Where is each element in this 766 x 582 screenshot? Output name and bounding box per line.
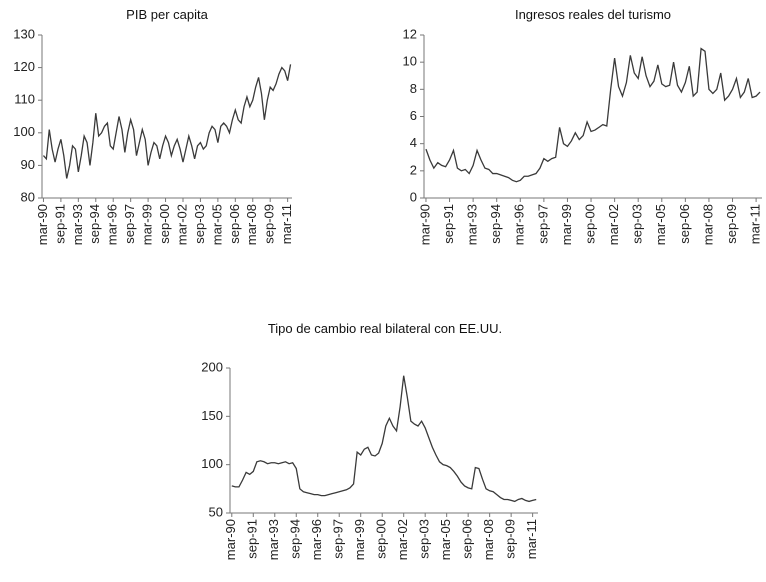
data-line — [425, 47, 761, 183]
x-tick-label: mar-93 — [266, 519, 281, 560]
x-tick-label: sep-91 — [245, 519, 260, 559]
x-tick-label: mar-96 — [512, 204, 527, 245]
x-tick-label: sep-97 — [122, 204, 137, 244]
x-tick-label: sep-09 — [262, 204, 277, 244]
x-tick-label: sep-09 — [724, 204, 739, 244]
x-tick-label: sep-03 — [417, 519, 432, 559]
x-tick-label: mar-11 — [524, 519, 539, 559]
x-tick-label: sep-06 — [460, 519, 475, 559]
x-tick-label: mar-99 — [352, 519, 367, 560]
y-tick-label: 8 — [410, 81, 417, 96]
y-tick-label: 12 — [403, 26, 417, 41]
x-tick-label: mar-93 — [465, 204, 480, 245]
y-tick-label: 150 — [201, 408, 223, 423]
y-tick-label: 200 — [201, 359, 223, 374]
x-tick-label: mar-05 — [438, 519, 453, 560]
chart-title: Ingresos reales del turismo — [514, 7, 672, 22]
y-tick-label: 4 — [410, 135, 417, 150]
x-tick-label: sep-03 — [630, 204, 645, 244]
chart-title: Tipo de cambio real bilateral con EE.UU. — [267, 321, 503, 336]
x-tick-label: sep-94 — [87, 204, 102, 244]
x-tick-label: sep-91 — [52, 204, 67, 244]
y-tick-label: 0 — [410, 189, 417, 204]
x-tick-label: sep-94 — [288, 519, 303, 559]
x-tick-label: mar-96 — [105, 204, 120, 245]
x-tick-label: sep-06 — [227, 204, 242, 244]
x-tick-label: mar-90 — [223, 519, 238, 560]
x-tick-label: mar-11 — [279, 204, 294, 244]
x-tick-label: sep-06 — [677, 204, 692, 244]
x-tick-label: mar-93 — [70, 204, 85, 245]
x-tick-label: sep-94 — [488, 204, 503, 244]
x-tick-label: sep-97 — [535, 204, 550, 244]
x-tick-label: mar-90 — [417, 204, 432, 245]
y-tick-label: 2 — [410, 162, 417, 177]
data-line — [42, 64, 292, 179]
x-tick-label: mar-08 — [481, 519, 496, 560]
x-tick-label: sep-97 — [331, 519, 346, 559]
x-tick-label: mar-02 — [606, 204, 621, 245]
y-tick-label: 80 — [21, 189, 35, 204]
x-tick-label: mar-90 — [35, 204, 50, 245]
x-tick-label: mar-99 — [559, 204, 574, 245]
y-tick-label: 6 — [410, 108, 417, 123]
y-tick-label: 10 — [403, 54, 417, 69]
y-tick-label: 130 — [13, 26, 35, 41]
x-tick-label: mar-05 — [653, 204, 668, 245]
x-tick-label: mar-96 — [309, 519, 324, 560]
x-tick-label: sep-00 — [157, 204, 172, 244]
y-tick-label: 50 — [209, 504, 223, 519]
x-tick-label: mar-08 — [244, 204, 259, 245]
x-tick-label: mar-08 — [700, 204, 715, 245]
x-tick-label: sep-00 — [582, 204, 597, 244]
x-tick-label: mar-99 — [140, 204, 155, 245]
data-line — [231, 375, 537, 503]
x-tick-label: sep-91 — [441, 204, 456, 244]
x-tick-label: mar-02 — [395, 519, 410, 560]
y-tick-label: 120 — [13, 59, 35, 74]
x-tick-label: sep-00 — [374, 519, 389, 559]
x-tick-label: mar-11 — [748, 204, 763, 244]
x-tick-label: mar-05 — [209, 204, 224, 245]
y-tick-label: 100 — [13, 124, 35, 139]
x-tick-label: sep-09 — [503, 519, 518, 559]
y-tick-label: 110 — [14, 92, 35, 107]
y-tick-label: 90 — [21, 157, 35, 172]
x-tick-label: sep-03 — [192, 204, 207, 244]
y-tick-label: 100 — [201, 456, 223, 471]
chart-title: PIB per capita — [126, 7, 208, 22]
x-tick-label: mar-02 — [174, 204, 189, 245]
